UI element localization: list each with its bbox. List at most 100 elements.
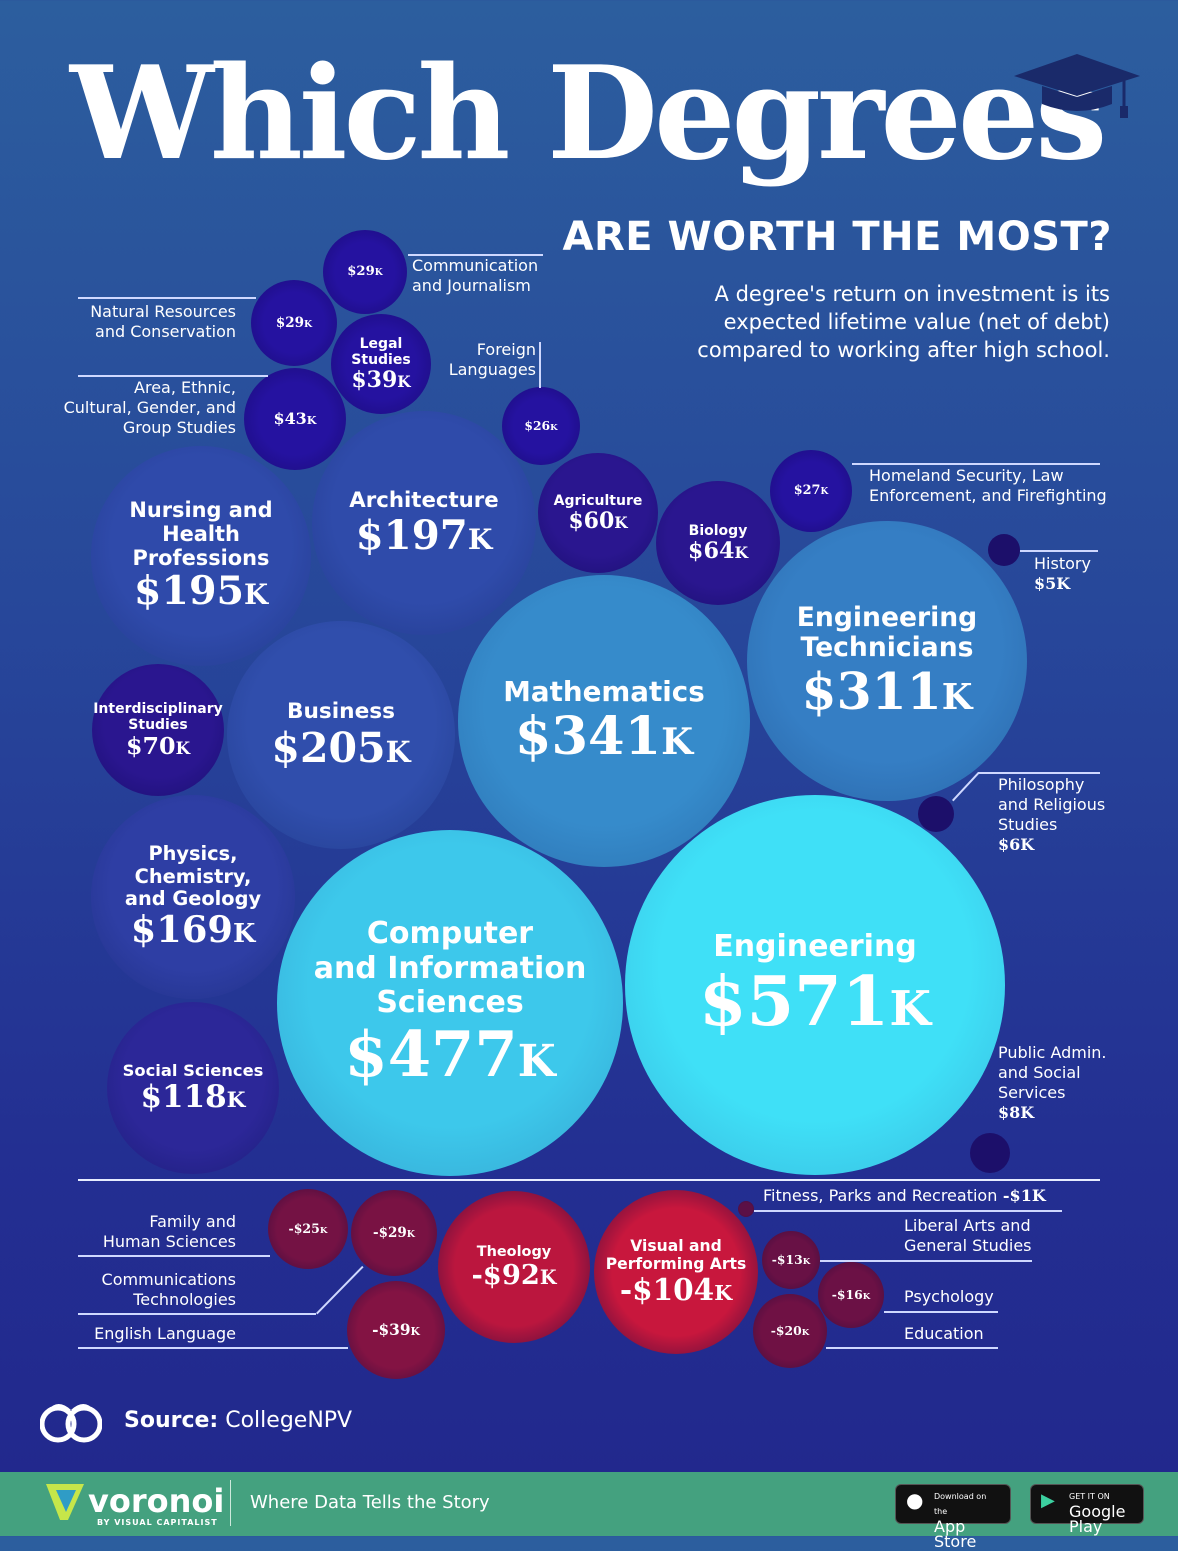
bubble: Mathematics $341K	[458, 575, 750, 867]
bubble-label: Agriculture	[553, 492, 643, 509]
leader-line	[78, 375, 268, 377]
bubble: -$16K	[818, 1262, 884, 1328]
bubble-value: -$39K	[372, 1320, 420, 1339]
bubble: Physics, Chemistry, and Geology $169K	[91, 795, 295, 999]
page-title: Which Degrees	[70, 39, 1107, 189]
bubble: Computer and Information Sciences $477K	[277, 830, 623, 1176]
bubble: -$13K	[762, 1231, 820, 1289]
bubble-value: -$20K	[770, 1322, 810, 1338]
outside-value: -$1K	[997, 1186, 1046, 1205]
graduation-cap-icon	[1014, 54, 1140, 118]
bubble: Theology -$92K	[438, 1191, 590, 1343]
bubble: Agriculture $60K	[538, 453, 658, 573]
bubble-value: $27K	[793, 482, 829, 498]
bubble-outside-label: Public Admin. and Social Services $8K	[998, 1043, 1107, 1122]
bubble-value: $477K	[344, 1017, 556, 1091]
play-icon: ▶	[1041, 1490, 1055, 1511]
bubble: Architecture $197K	[312, 411, 536, 635]
bubble-value: $60K	[568, 507, 628, 534]
bubble-label: Legal Studies	[351, 335, 411, 368]
bubble-label: Engineering Technicians	[796, 601, 978, 664]
bubble-value: -$29K	[373, 1224, 415, 1241]
bubble-label: Architecture	[349, 487, 499, 513]
subtitle: ARE WORTH THE MOST?	[562, 214, 1112, 260]
leader-line	[408, 254, 543, 256]
bubble-outside-label: Family and Human Sciences	[102, 1212, 236, 1251]
bubble-value: $197K	[355, 511, 493, 560]
bubble-value: $169K	[130, 908, 256, 952]
bubble: Interdisciplinary Studies $70K	[92, 664, 224, 796]
footer: voronoi BY VISUAL CAPITALIST Where Data …	[0, 1472, 1178, 1550]
bubble-outside-label: English Language	[94, 1324, 236, 1343]
bubble-value: $70K	[125, 732, 191, 761]
bubble	[988, 534, 1020, 566]
leader-line	[78, 1313, 316, 1315]
bubble: $29K	[323, 230, 407, 314]
bubble-value: $29K	[275, 314, 313, 331]
bubble-value: -$25K	[288, 1220, 328, 1236]
bubble-outside-label: Natural Resources and Conservation	[90, 302, 236, 341]
app-store-button[interactable]: ● Download on the App Store	[895, 1484, 1011, 1550]
bubble: Engineering $571K	[625, 795, 1005, 1175]
bubble-label: Mathematics	[503, 675, 705, 709]
leader-line	[826, 1347, 998, 1349]
leader-line	[539, 342, 541, 388]
google-play-button[interactable]: ▶ GET IT ON Google Play	[1030, 1484, 1144, 1535]
bubble: Business $205K	[227, 621, 455, 849]
bubble-value: $205K	[271, 722, 411, 772]
bubble: $27K	[770, 450, 852, 532]
bubble-value: -$104K	[619, 1271, 733, 1307]
outside-value: $5K	[1034, 574, 1071, 593]
leader-line	[852, 463, 1100, 465]
bubble-label: Biology	[688, 522, 748, 539]
bubble-outside-label: Psychology	[904, 1287, 994, 1306]
bubble: -$20K	[753, 1294, 827, 1368]
bubble-outside-label: History $5K	[1034, 554, 1091, 593]
bubble	[970, 1133, 1010, 1173]
leader-line	[78, 1255, 270, 1257]
leader-line	[1020, 550, 1098, 552]
brand-by: BY VISUAL CAPITALIST	[97, 1518, 218, 1527]
bubble-value: $39K	[351, 367, 411, 393]
bubble: -$29K	[351, 1190, 437, 1276]
leader-line	[78, 297, 256, 299]
bubble-value: $64K	[687, 537, 749, 564]
bubble	[738, 1201, 754, 1217]
bubble: -$39K	[347, 1281, 445, 1379]
bubble: $29K	[251, 280, 337, 366]
bubble-value: $29K	[347, 263, 383, 279]
brand-name: voronoi	[88, 1482, 225, 1520]
footer-separator	[230, 1480, 231, 1526]
leader-line	[820, 1260, 1032, 1262]
leader-line	[884, 1311, 998, 1313]
bubble-outside-label: Communication and Journalism	[412, 256, 539, 295]
bubble-value: -$92K	[471, 1259, 557, 1292]
bubble: Legal Studies $39K	[331, 314, 431, 414]
bubble-label: Engineering	[713, 929, 917, 965]
bubble-label: Nursing and Health Professions	[129, 498, 273, 571]
bubble-value: $571K	[699, 961, 931, 1042]
bubble-label: Computer and Information Sciences	[313, 916, 587, 1020]
bubble-value: -$13K	[771, 1251, 811, 1267]
bubble-outside-label: Area, Ethnic, Cultural, Gender, and Grou…	[63, 378, 236, 437]
bubble-label: Business	[286, 698, 396, 724]
bubble-label: Theology	[476, 1243, 552, 1260]
bubble-outside-label: Foreign Languages	[448, 340, 536, 379]
bubble: $43K	[244, 368, 346, 470]
source-value: CollegeNPV	[225, 1408, 353, 1433]
bubble-label: Interdisciplinary Studies	[93, 700, 223, 733]
bubble: Biology $64K	[656, 481, 780, 605]
bubble-value: $26K	[524, 417, 558, 433]
source: Source: CollegeNPV	[124, 1408, 353, 1433]
bubble-value: $195K	[133, 568, 269, 615]
bubble-label: Social Sciences	[122, 1060, 264, 1080]
voronoi-logo-icon	[46, 1484, 84, 1520]
bubble-label: Visual and Performing Arts	[605, 1236, 747, 1273]
bubble: Engineering Technicians $311K	[747, 521, 1027, 801]
bubble-outside-label: Liberal Arts and General Studies	[904, 1216, 1032, 1255]
bubble-value: $341K	[514, 706, 694, 768]
bubble-value: $311K	[801, 661, 973, 721]
bubble-value: -$16K	[831, 1286, 871, 1302]
apple-icon: ●	[906, 1488, 924, 1512]
bubble: Visual and Performing Arts -$104K	[594, 1190, 758, 1354]
